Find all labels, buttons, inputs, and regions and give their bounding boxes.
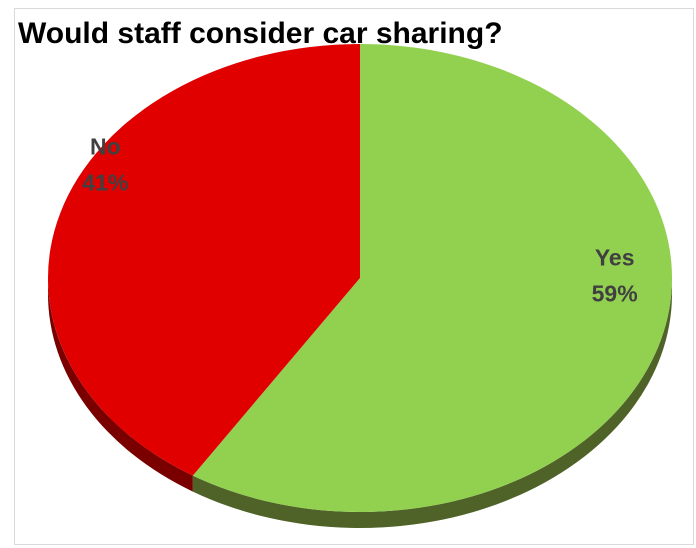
pie-slice-no (47, 44, 360, 476)
pie-side-yes (192, 278, 673, 529)
pie-side-no (48, 278, 193, 492)
slice-label-no: No (90, 134, 121, 160)
slice-percent-yes: 59% (592, 280, 638, 306)
slice-label-yes: Yes (595, 244, 635, 270)
pie-sides (48, 278, 673, 529)
pie-tops (47, 44, 672, 512)
pie-slice-yes (192, 44, 672, 512)
slice-percent-no: 41% (82, 170, 128, 196)
chart-title: Would staff consider car sharing? (18, 17, 503, 50)
pie-labels: Yes 59% No 41% (82, 134, 637, 307)
